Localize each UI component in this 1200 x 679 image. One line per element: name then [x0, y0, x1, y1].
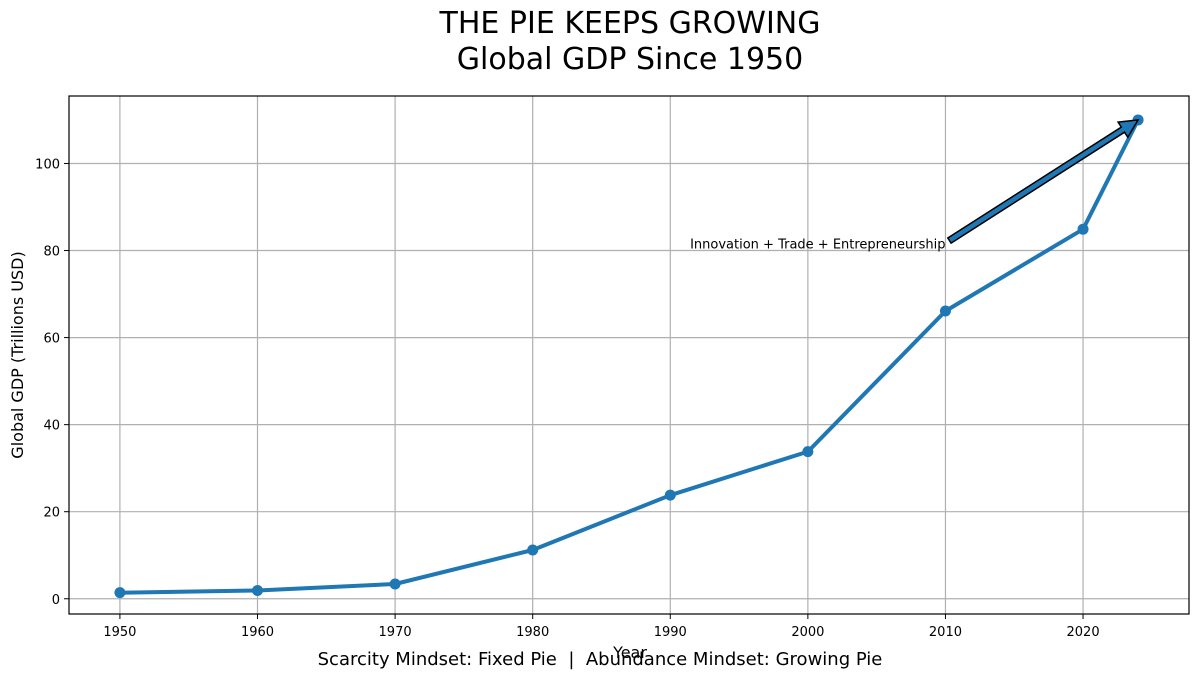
y-tick-label: 80 — [43, 245, 60, 260]
gdp-series-line — [117, 117, 1141, 595]
annotation-label: Innovation + Trade + Entrepreneurship — [690, 238, 945, 253]
x-tick-label: 2000 — [791, 625, 824, 640]
y-axis-label: Global GDP (Trillions USD) — [8, 251, 27, 458]
y-tick-label: 20 — [43, 506, 60, 521]
plot-frame — [68, 95, 1190, 615]
gdp-data-point — [802, 446, 814, 458]
y-tick-label: 40 — [43, 419, 60, 434]
x-tick-label: 2010 — [929, 625, 962, 640]
grid-lines — [69, 96, 1189, 614]
y-tick-label: 60 — [43, 332, 60, 347]
x-tick-label: 1960 — [241, 625, 274, 640]
x-tick-label: 1980 — [516, 625, 549, 640]
x-tick-label: 1970 — [379, 625, 412, 640]
x-tick-label: 2020 — [1067, 625, 1100, 640]
y-tick-label: 100 — [35, 157, 60, 172]
x-tick-label: 1950 — [103, 625, 136, 640]
gdp-data-point — [527, 544, 539, 556]
gdp-data-point — [939, 305, 951, 317]
gdp-data-point — [1077, 223, 1089, 235]
chart-subtitle: Global GDP Since 1950 — [457, 42, 803, 77]
y-tick-label: 0 — [52, 593, 60, 608]
axis-ticks: 1950 1960 1970 1980 1990 2000 2010 2020 0 20 40 60 8… — [35, 157, 1099, 640]
gdp-data-point — [252, 584, 264, 596]
series-layer — [114, 114, 1144, 599]
annotation-arrow — [946, 118, 1140, 245]
chart-title: THE PIE KEEPS GROWING — [439, 6, 821, 41]
gdp-data-point — [389, 578, 401, 590]
x-axis-label: Year — [612, 643, 647, 662]
x-tick-label: 1990 — [654, 625, 687, 640]
gdp-data-point — [664, 489, 676, 501]
mindset-caption: Scarcity Mindset: Fixed Pie | Abundance … — [318, 649, 883, 670]
annotation-layer: Innovation + Trade + Entrepreneurship — [690, 118, 1140, 253]
gdp-data-point — [114, 587, 126, 599]
